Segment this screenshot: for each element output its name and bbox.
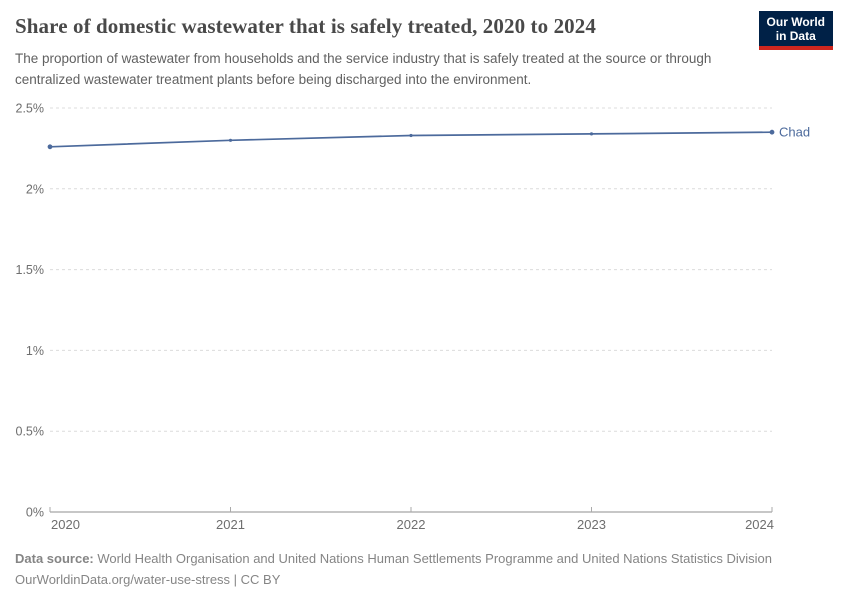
data-point[interactable] <box>409 133 413 138</box>
owid-logo-line1: Our World <box>766 15 825 29</box>
data-point[interactable] <box>769 129 775 135</box>
line-chart[interactable]: 0% 0.5% 1% 1.5% 2% 2.5% 2020 2021 2022 2023 2024 Ch… <box>0 100 850 540</box>
data-source-line: Data source: World Health Organisation a… <box>15 548 835 569</box>
chart-header: Share of domestic wastewater that is saf… <box>15 14 835 90</box>
data-point[interactable] <box>589 132 594 136</box>
data-point[interactable] <box>228 138 233 142</box>
data-point[interactable] <box>47 144 53 150</box>
y-axis-tick-label: 1% <box>26 344 44 358</box>
series-label-chad[interactable]: Chad <box>779 125 810 140</box>
x-axis-tick-label: 2021 <box>216 517 245 532</box>
x-axis-tick-label: 2024 <box>745 517 774 532</box>
y-axis-tick-label: 2.5% <box>16 102 45 116</box>
citation-line[interactable]: OurWorldinData.org/water-use-stress | CC… <box>15 572 281 587</box>
data-source-label: Data source: <box>15 551 94 566</box>
chart-title: Share of domestic wastewater that is saf… <box>15 14 596 38</box>
owid-logo[interactable]: Our World in Data <box>758 11 833 50</box>
y-axis-tick-label: 1.5% <box>16 263 45 277</box>
y-axis-tick-label: 2% <box>26 182 44 196</box>
y-axis-tick-label: 0.5% <box>16 425 45 439</box>
data-source-text: World Health Organisation and United Nat… <box>93 551 772 566</box>
x-axis-tick-label: 2020 <box>51 517 80 532</box>
chart-footer: Data source: World Health Organisation a… <box>15 548 835 590</box>
owid-logo-line2: in Data <box>775 29 816 43</box>
y-axis-tick-label: 0% <box>26 506 44 520</box>
x-axis-tick-label: 2022 <box>397 517 426 532</box>
chart-canvas[interactable]: 0% 0.5% 1% 1.5% 2% 2.5% 2020 2021 2022 2023 2024 Ch… <box>0 100 850 540</box>
x-axis-tick-label: 2023 <box>577 517 606 532</box>
chart-subtitle: The proportion of wastewater from househ… <box>15 51 712 87</box>
